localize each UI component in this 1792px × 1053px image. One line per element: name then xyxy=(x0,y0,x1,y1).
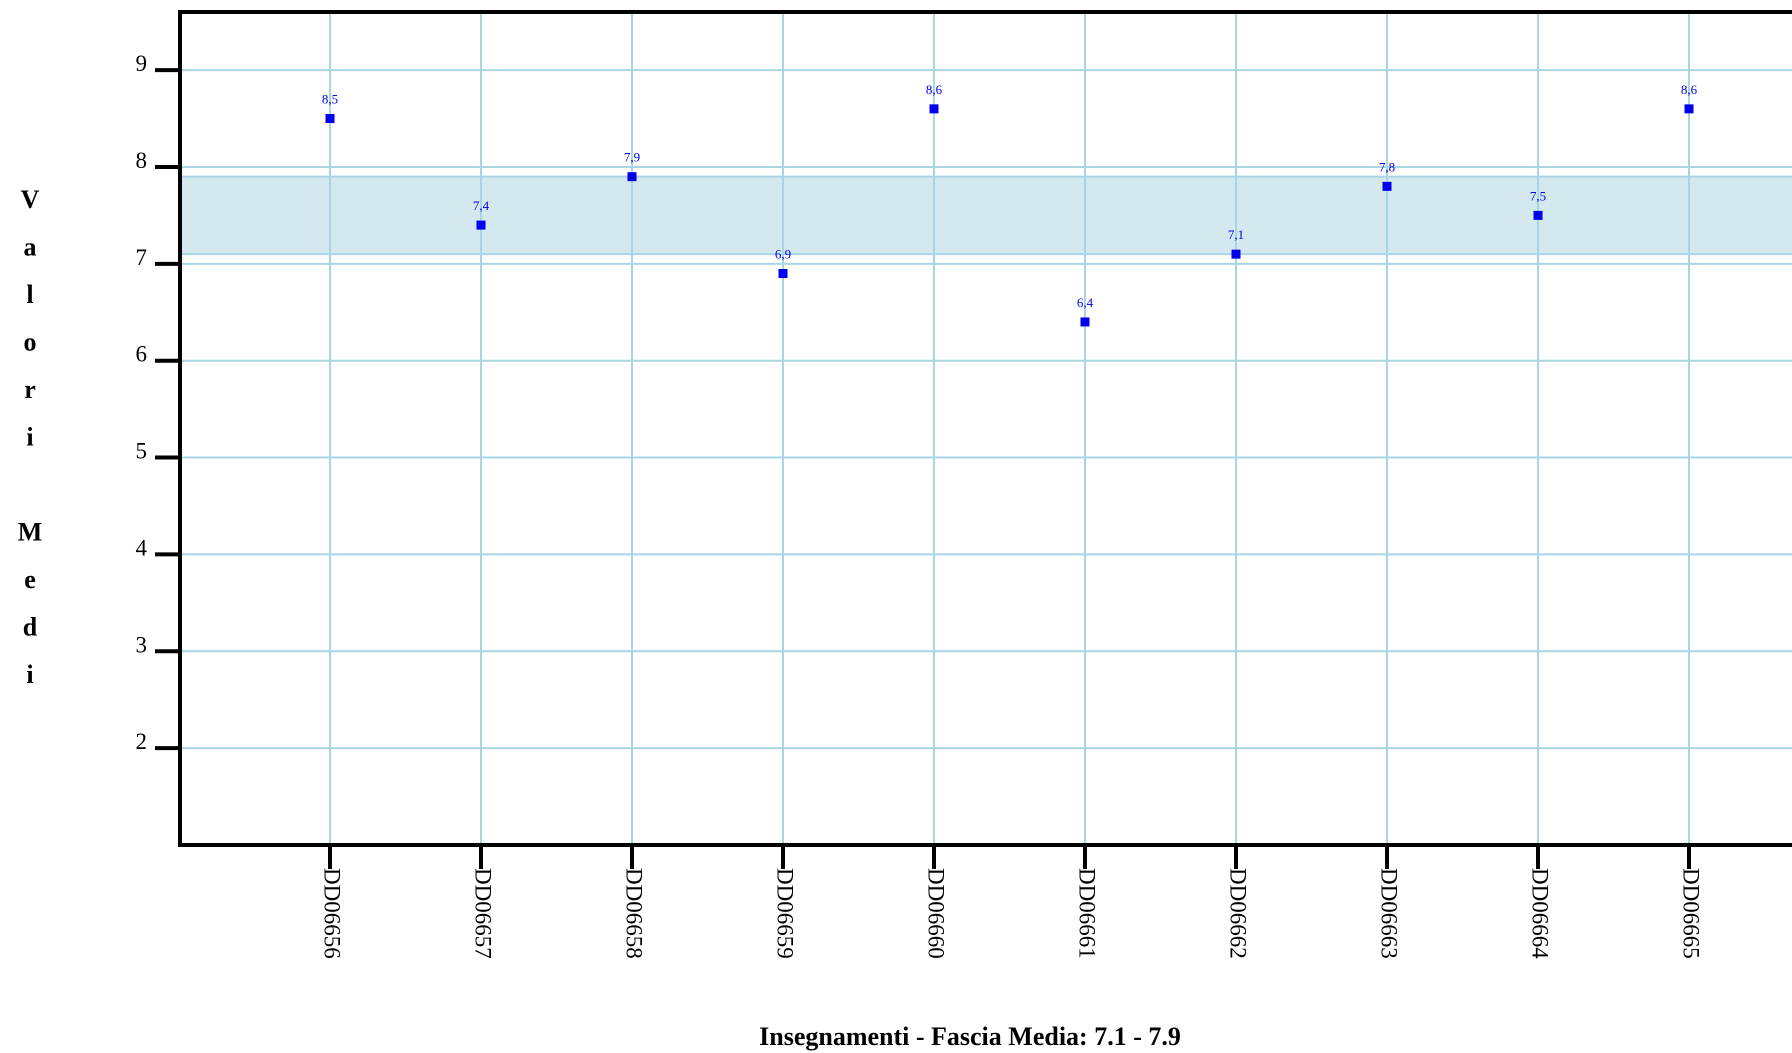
data-point xyxy=(476,220,486,230)
x-tick-label: DD06665 xyxy=(1679,868,1704,959)
y-tick-label: 2 xyxy=(136,729,148,754)
x-tick-label: DD06656 xyxy=(320,868,345,959)
data-points xyxy=(325,104,1694,327)
x-tick-label: DD06658 xyxy=(622,868,647,959)
data-point xyxy=(1231,249,1241,259)
data-labels: 8,5 7,4 7,9 6,9 8,6 6,4 7,1 7,8 7,5 8,6 xyxy=(322,82,1698,310)
x-tick-label: DD06662 xyxy=(1226,868,1251,959)
data-label: 8,6 xyxy=(926,82,943,97)
x-tick-label: DD06657 xyxy=(471,868,496,959)
y-tick-label: 9 xyxy=(136,51,148,76)
data-label: 7,4 xyxy=(473,198,490,213)
x-tick-label: DD06663 xyxy=(1377,868,1402,959)
average-band-rect xyxy=(180,176,1792,255)
data-point xyxy=(1382,181,1392,191)
x-tick-label: DD06664 xyxy=(1528,868,1553,959)
data-label: 6,4 xyxy=(1077,295,1094,310)
x-axis-label: Insegnamenti - Fascia Media: 7.1 - 7.9 xyxy=(759,1022,1181,1051)
data-point xyxy=(1684,104,1694,114)
data-label: 8,5 xyxy=(322,92,338,107)
data-label: 7,9 xyxy=(624,150,640,165)
axes xyxy=(178,10,1792,847)
x-axis-ticks: DD06656 DD06657 DD06658 DD06659 DD06660 DD066… xyxy=(320,845,1704,959)
y-tick-label: 3 xyxy=(136,632,148,657)
data-label: 7,5 xyxy=(1530,188,1546,203)
x-tick-label: DD06661 xyxy=(1075,868,1100,959)
data-point xyxy=(1533,210,1543,220)
x-tick-label: DD06659 xyxy=(773,868,798,959)
data-label: 8,6 xyxy=(1681,82,1698,97)
x-tick-label: DD06660 xyxy=(924,868,949,959)
y-tick-label: 7 xyxy=(136,245,148,270)
y-axis-ticks: 2 3 4 5 6 7 8 9 xyxy=(136,51,180,754)
y-tick-label: 5 xyxy=(136,439,148,464)
data-point xyxy=(627,172,637,182)
data-point xyxy=(929,104,939,114)
average-band xyxy=(180,175,1792,256)
data-label: 7,1 xyxy=(1228,227,1244,242)
data-label: 6,9 xyxy=(775,247,791,262)
plot-frame xyxy=(178,10,1792,847)
y-tick-label: 8 xyxy=(136,148,148,173)
data-point xyxy=(778,269,788,279)
data-point xyxy=(1080,317,1090,327)
data-label: 7,8 xyxy=(1379,159,1395,174)
y-tick-label: 4 xyxy=(136,535,148,560)
data-point xyxy=(325,114,335,124)
y-tick-label: 6 xyxy=(136,342,148,367)
grid xyxy=(180,12,1792,845)
